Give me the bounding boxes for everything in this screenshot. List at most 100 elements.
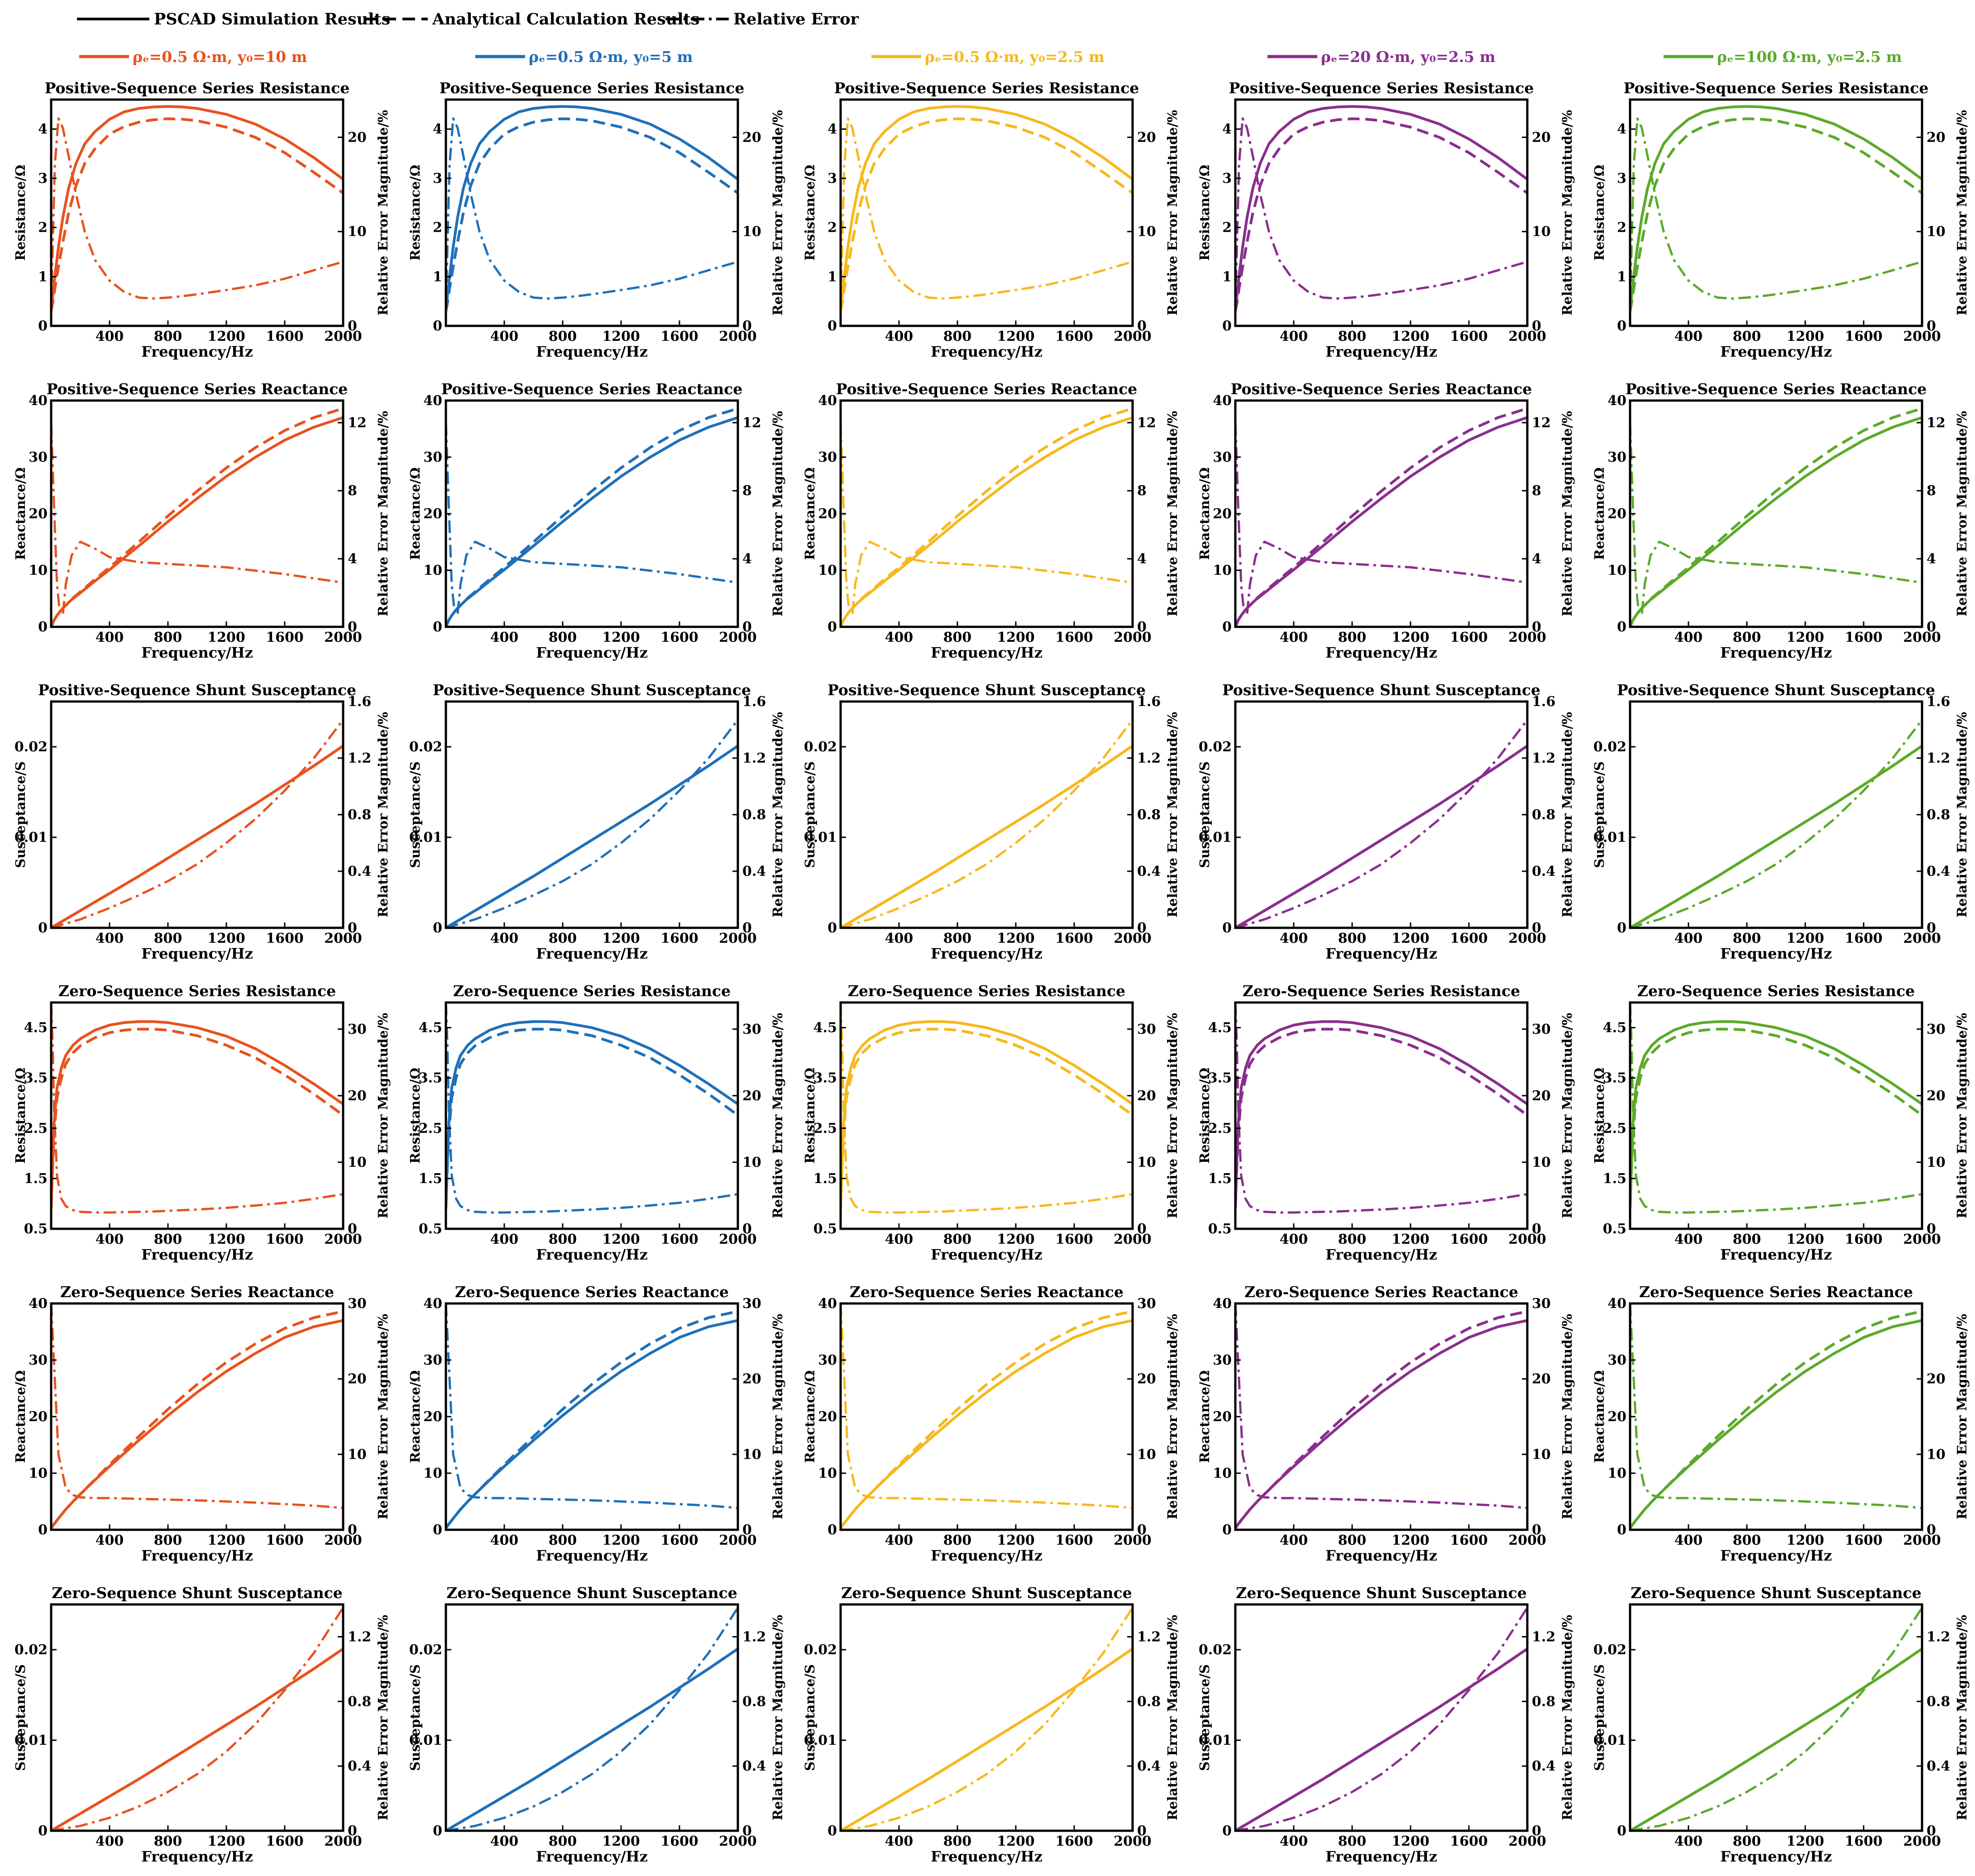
series-group [446,1303,738,1529]
y-tick-label: 0 [38,1522,48,1538]
y-tick-label: 0 [433,920,442,936]
y2-tick-label: 30 [1532,1296,1551,1312]
x-tick-label: 800 [154,329,182,344]
analytical-line [1235,1027,1527,1209]
y-tick-label: 2 [827,220,837,236]
x-tick-label: 1600 [1055,1532,1093,1548]
x-tick-label: 400 [96,931,124,946]
error-line [841,719,1133,928]
y-tick-label: 0 [827,1522,837,1538]
y2-tick-label: 20 [1532,1371,1551,1387]
y2-tick-label: 8 [742,483,752,499]
y-tick-label: 0 [433,619,442,635]
x-tick-label: 1600 [1055,931,1093,946]
y-tick-label: 4 [1222,121,1232,137]
y-tick-label: 0.01 [804,1733,837,1748]
y-tick-label: 0 [1617,1522,1626,1538]
y-axis-label: Reactance/Ω [407,468,423,560]
x-tick-label: 2000 [719,329,757,344]
x-tick-label: 1600 [660,1232,698,1247]
y-tick-label: 3 [1222,171,1232,186]
y-axis-label: Reactance/Ω [802,1370,818,1463]
x-tick-label: 2000 [1903,1532,1941,1548]
y-tick-label: 0.02 [14,739,48,755]
x-axis-label: Frequency/Hz [1325,1848,1437,1865]
y2-tick-label: 0 [1927,318,1936,334]
pscad-line [51,1647,343,1831]
y-axis-label: Reactance/Ω [1197,1370,1212,1463]
error-line [51,1002,343,1214]
y2-tick-label: 8 [348,483,357,499]
x-tick-label: 2000 [719,931,757,946]
pscad-line [1235,1319,1527,1529]
y2-tick-label: 8 [1532,483,1541,499]
x-tick-label: 800 [1338,329,1367,344]
y-axis-label: Resistance/Ω [407,1068,423,1164]
analytical-line [841,117,1133,311]
pscad-line [841,1319,1133,1529]
x-tick-label: 1600 [1845,1833,1883,1849]
y2-tick-label: 0 [1532,1522,1541,1538]
y-tick-label: 1.5 [813,1171,837,1187]
error-line [51,1303,343,1509]
panel-title: Zero-Sequence Series Reactance [1244,1283,1518,1301]
panel-r3-c1: Positive-Sequence Shunt Susceptance 400 80… [13,681,391,962]
analytical-line [1630,1647,1922,1831]
pscad-line [446,1319,738,1529]
x-tick-label: 1200 [1392,630,1430,645]
panel-title: Zero-Sequence Series Resistance [453,982,731,1000]
y-tick-label: 20 [1213,506,1232,522]
x-tick-label: 1200 [207,1833,245,1849]
x-tick-label: 800 [1338,1833,1367,1849]
y-tick-label: 0.02 [804,1642,837,1658]
y2-axis-label: Relative Error Magnitude/% [375,110,391,315]
y2-axis-label: Relative Error Magnitude/% [375,1013,391,1218]
error-line [1235,1607,1527,1831]
x-tick-label: 1600 [1450,1532,1488,1548]
y-tick-label: 40 [29,1296,48,1312]
x-tick-label: 1200 [997,1232,1035,1247]
y-tick-label: 1.5 [1603,1171,1626,1187]
y2-axis-label: Relative Error Magnitude/% [1954,1615,1970,1820]
y-axis-label: Susceptance/S [1592,1664,1607,1771]
x-tick-label: 2000 [1114,329,1152,344]
x-tick-label: 800 [943,1532,972,1548]
y-axis-label: Reactance/Ω [1592,468,1607,560]
panel-title: Positive-Sequence Series Reactance [1626,380,1927,398]
y2-axis-label: Relative Error Magnitude/% [1954,110,1970,315]
y2-axis-label: Relative Error Magnitude/% [1559,712,1575,917]
error-line [51,719,343,928]
panel-r4-c2: Zero-Sequence Series Resistance 400 800 120… [407,982,785,1263]
y-tick-label: 0.01 [14,1733,48,1748]
y2-tick-label: 10 [1137,1155,1156,1170]
y-tick-label: 0 [1617,1823,1626,1839]
x-tick-label: 1600 [266,1833,304,1849]
y2-tick-label: 1.2 [1927,750,1950,766]
y-tick-label: 20 [423,1409,442,1425]
x-tick-label: 1200 [997,1532,1035,1548]
x-tick-label: 1200 [602,1532,640,1548]
pscad-line [446,416,738,627]
analytical-line [1630,407,1922,627]
x-tick-label: 400 [490,329,519,344]
panel-title: Zero-Sequence Shunt Susceptance [52,1584,342,1602]
x-tick-label: 800 [943,1833,972,1849]
config-label-5: ρₑ=100 Ω·m, y₀=2.5 m [1717,48,1902,66]
x-axis-label: Frequency/Hz [931,1547,1042,1564]
x-tick-label: 800 [549,1833,577,1849]
x-tick-label: 1600 [1450,931,1488,946]
x-axis-label: Frequency/Hz [1325,644,1437,661]
x-tick-label: 800 [549,630,577,645]
y-tick-label: 0 [433,318,442,334]
y-axis-label: Susceptance/S [802,761,818,868]
x-axis-label: Frequency/Hz [1325,1547,1437,1564]
x-tick-label: 400 [885,1532,913,1548]
x-tick-label: 1600 [660,329,698,344]
y2-tick-label: 10 [1927,1446,1946,1462]
x-tick-label: 2000 [719,1232,757,1247]
x-axis-label: Frequency/Hz [1720,1848,1832,1865]
y-tick-label: 30 [1213,449,1232,465]
panel-title: Zero-Sequence Series Reactance [455,1283,729,1301]
